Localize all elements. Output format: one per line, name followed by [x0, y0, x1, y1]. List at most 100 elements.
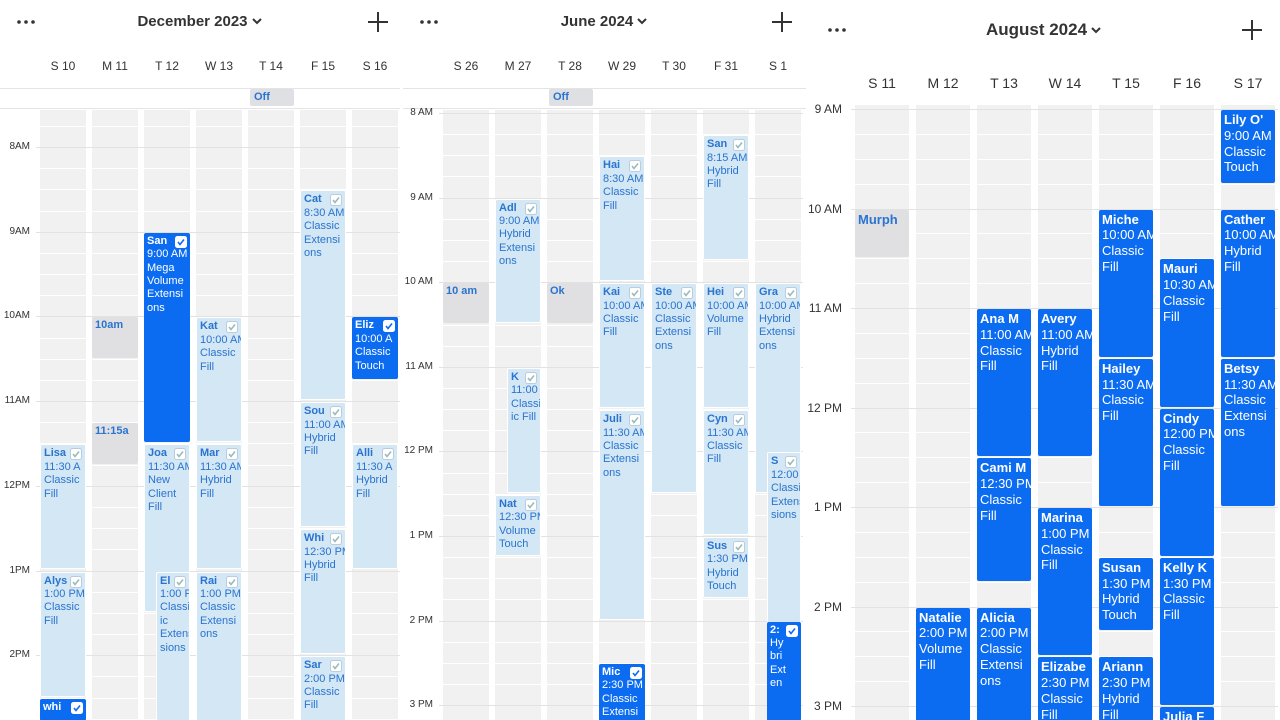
- event-text: Nat: [499, 497, 517, 510]
- event-text: 11:30 AM: [1102, 376, 1153, 392]
- time-label: 1PM: [9, 564, 30, 576]
- event[interactable]: Kai 10:00 AM Classic Fill: [599, 283, 645, 409]
- event[interactable]: Kat 10:00 AM Classic Fill: [196, 317, 242, 443]
- event[interactable]: Betsy 11:30 AM Classic Extensi ons: [1221, 358, 1275, 506]
- event-text: whi: [43, 700, 62, 713]
- event-text: Fill: [603, 199, 618, 212]
- day-column: [547, 110, 593, 720]
- event[interactable]: Ste 10:00 AM Classic Extensi ons: [651, 283, 697, 493]
- event[interactable]: San 8:15 AM Hybrid Fill: [703, 135, 749, 261]
- event[interactable]: Ariann 2:30 PM Hybrid Fill: [1099, 657, 1153, 720]
- event-text: Classic: [1041, 541, 1083, 557]
- event-text: Fill: [707, 453, 722, 466]
- all-day-event[interactable]: Off: [549, 89, 593, 106]
- event[interactable]: Alli 11:30 A Hybrid Fill: [352, 444, 398, 570]
- day-header: F 31: [713, 59, 738, 73]
- event-text: 2:00 PM: [304, 672, 345, 685]
- month-title[interactable]: August 2024: [808, 20, 1280, 40]
- grid-line: [851, 233, 1278, 235]
- add-button[interactable]: [1241, 19, 1263, 41]
- event-text: Lisa: [44, 447, 67, 460]
- event-text: Volume: [919, 641, 963, 657]
- event[interactable]: Hai 8:30 AM Classic Fill: [599, 156, 645, 282]
- event[interactable]: Hei 10:00 AM Volume Fill: [703, 283, 749, 409]
- grid-line: [851, 283, 1278, 285]
- event[interactable]: Lily O' 9:00 AM Classic Touch: [1221, 110, 1275, 183]
- event-text: 11:00 AM: [1041, 326, 1092, 342]
- event-text: Murph: [858, 211, 898, 227]
- grid-line: [439, 113, 803, 114]
- event[interactable]: 11:15a: [92, 423, 138, 464]
- event[interactable]: San 9:00 AM Mega Volume Extensi ons: [144, 232, 190, 443]
- month-title[interactable]: June 2024: [403, 12, 806, 32]
- day-header: S 16: [362, 59, 388, 73]
- month-title[interactable]: December 2023: [0, 12, 400, 32]
- check-icon: [382, 448, 394, 461]
- event[interactable]: 10am: [92, 317, 138, 358]
- add-button[interactable]: [771, 11, 793, 33]
- event[interactable]: Mauri 10:30 AM Classic Fill: [1160, 259, 1214, 407]
- event[interactable]: Adl 9:00 AM Hybrid Extensi ons: [495, 198, 541, 324]
- event[interactable]: Marina 1:00 PM Classic Fill: [1038, 508, 1092, 656]
- grid-line: [36, 316, 400, 318]
- time-label: 11 AM: [808, 301, 842, 315]
- event[interactable]: Cami M 12:30 PM Classic Fill: [977, 458, 1031, 581]
- event[interactable]: Cindy 12:00 PM Classic Fill: [1160, 408, 1214, 556]
- event[interactable]: Susan 1:30 PM Hybrid Touch: [1099, 557, 1153, 631]
- event-text: K: [511, 370, 519, 383]
- event[interactable]: Sus 1:30 PM Hybrid Touch: [703, 537, 749, 599]
- more-button[interactable]: [827, 26, 849, 34]
- event[interactable]: Alicia 2:00 PM Classic Extensi ons: [977, 607, 1031, 720]
- event-text: San: [707, 138, 728, 151]
- event[interactable]: 2: Hy bri Ext en: [767, 621, 801, 720]
- more-button[interactable]: [16, 18, 38, 26]
- event[interactable]: Avery 11:00 AM Hybrid Fill: [1038, 309, 1092, 457]
- event[interactable]: Lisa 11:30 A Classic Fill: [40, 444, 86, 570]
- event[interactable]: Mic 2:30 PM Classic Extensi: [599, 663, 645, 720]
- event[interactable]: Sou 11:00 AM Hybrid Fill: [300, 402, 346, 528]
- event-text: Fill: [1224, 258, 1241, 274]
- grid-line: [36, 168, 400, 170]
- event-text: Kelly K: [1163, 559, 1208, 575]
- event-text: 12:00: [771, 468, 799, 481]
- event[interactable]: Rai 1:00 PM Classic Extensi ons: [196, 571, 242, 720]
- event[interactable]: Cyn 11:30 AM Classic Fill: [703, 410, 749, 535]
- event[interactable]: Natalie 2:00 PM Volume Fill: [916, 607, 970, 720]
- event-text: Classic: [1163, 442, 1205, 458]
- event[interactable]: Miche 10:00 AM Classic Fill: [1099, 209, 1153, 357]
- event[interactable]: 10 am: [443, 283, 489, 324]
- event-text: Ok: [550, 285, 565, 298]
- event-text: 10:00 AM: [603, 299, 645, 312]
- day-header: S 17: [1233, 75, 1263, 91]
- event[interactable]: Ana M 11:00 AM Classic Fill: [977, 309, 1031, 457]
- event[interactable]: Cather 10:00 AM Hybrid Fill: [1221, 209, 1275, 357]
- all-day-event[interactable]: Off: [250, 89, 294, 106]
- event[interactable]: Juli 11:30 AM Classic Extensi ons: [599, 410, 645, 620]
- day-header: F 15: [310, 59, 335, 73]
- event-text: Extensi: [499, 241, 536, 254]
- day-header: S 1: [768, 59, 787, 73]
- check-icon: [786, 624, 798, 637]
- event[interactable]: Alys 1:00 PM Classic Fill: [40, 571, 86, 697]
- event[interactable]: Cat 8:30 AM Classic Extensi ons: [300, 190, 346, 401]
- more-button[interactable]: [419, 18, 441, 26]
- event[interactable]: Kelly K 1:30 PM Classic Fill: [1160, 557, 1214, 705]
- event-text: Extensi: [147, 288, 184, 301]
- event[interactable]: Elizabe 2:30 PM Classic Fill: [1038, 657, 1092, 720]
- event[interactable]: Hailey 11:30 AM Classic Fill: [1099, 358, 1153, 506]
- event[interactable]: Sar 2:00 PM Classic Fill: [300, 656, 346, 720]
- event-text: Extensi: [304, 233, 341, 246]
- event[interactable]: Murph: [855, 209, 909, 258]
- event-text: ic Fill: [511, 411, 537, 424]
- event[interactable]: El1:00 PMClassicicExtenssions: [156, 571, 190, 720]
- event[interactable]: Eliz 10:00 A Classic Touch: [352, 317, 398, 379]
- event[interactable]: K 11:00 Classi ic Fill: [507, 367, 541, 493]
- event[interactable]: whi: [40, 698, 86, 720]
- add-button[interactable]: [367, 11, 389, 33]
- event[interactable]: Julia F: [1160, 707, 1214, 720]
- event[interactable]: Ok: [547, 283, 593, 324]
- event[interactable]: Mar 11:30 AM Hybrid Fill: [196, 444, 242, 570]
- check-icon: [733, 541, 745, 553]
